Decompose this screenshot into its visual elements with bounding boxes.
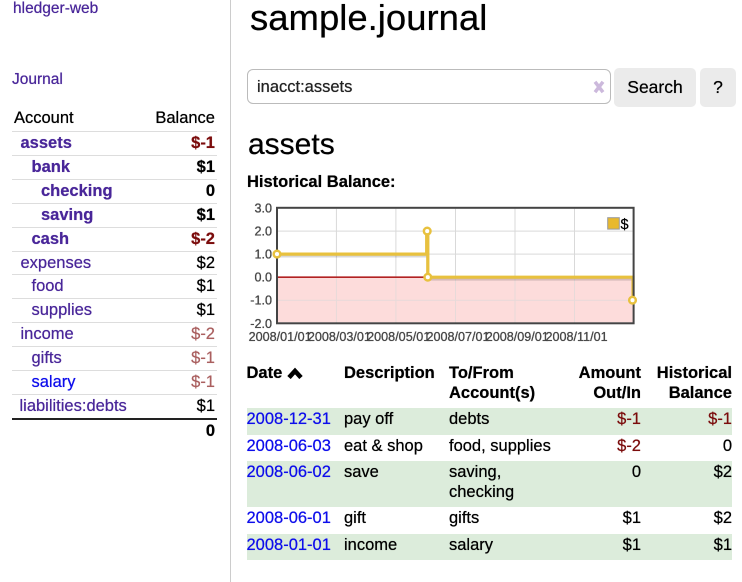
svg-text:2008/01/01: 2008/01/01 xyxy=(249,330,312,344)
svg-text:2008/11/01: 2008/11/01 xyxy=(546,330,608,344)
svg-text:$: $ xyxy=(621,217,629,233)
svg-text:2008/09/01: 2008/09/01 xyxy=(486,330,549,344)
svg-text:1.0: 1.0 xyxy=(254,248,272,262)
svg-text:2008/05/01: 2008/05/01 xyxy=(367,330,430,344)
svg-text:2008/07/01: 2008/07/01 xyxy=(426,330,489,344)
svg-text:0.0: 0.0 xyxy=(254,271,272,285)
svg-text:-2.0: -2.0 xyxy=(250,317,272,331)
svg-text:2008/03/01: 2008/03/01 xyxy=(308,330,371,344)
svg-text:2.0: 2.0 xyxy=(254,225,272,239)
svg-text:-1.0: -1.0 xyxy=(250,294,272,308)
svg-text:3.0: 3.0 xyxy=(254,202,272,216)
